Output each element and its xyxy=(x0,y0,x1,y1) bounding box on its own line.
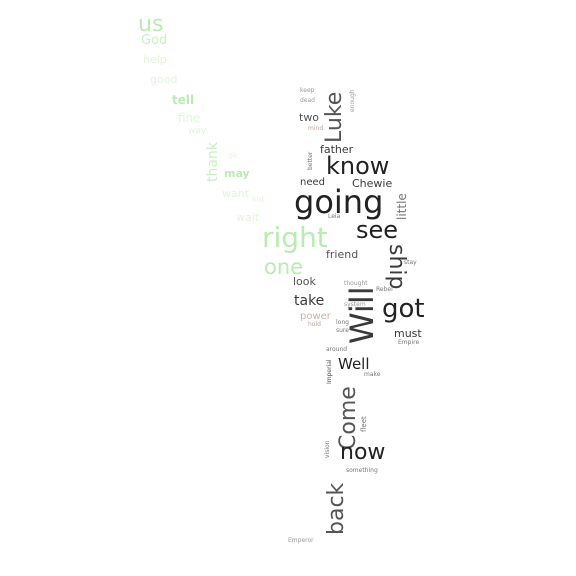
word-will: Will xyxy=(343,286,381,344)
word-going: going xyxy=(294,183,384,221)
word-vision: vision xyxy=(324,440,331,458)
word-imperial: Imperial xyxy=(326,359,333,384)
word-see: see xyxy=(356,216,399,244)
word-make: make xyxy=(364,371,381,378)
word-sure: sure xyxy=(336,327,349,334)
word-kid: kid xyxy=(252,195,264,204)
word-keep: keep xyxy=(300,87,315,94)
word-got: got xyxy=(382,294,425,324)
word-emperor: Emperor xyxy=(288,537,314,544)
word-long: long xyxy=(336,319,349,326)
word-better: better xyxy=(307,151,314,170)
word-father: father xyxy=(320,143,354,156)
word-must: must xyxy=(394,327,422,340)
word-us: us xyxy=(138,12,164,37)
word-ship: ship xyxy=(384,244,409,290)
word-fleet: fleet xyxy=(360,416,368,432)
word-hold: hold xyxy=(308,321,321,328)
word-thank: thank xyxy=(205,142,221,182)
word-dead: dead xyxy=(300,97,315,104)
word-god: God xyxy=(141,33,168,48)
word-thought: thought xyxy=(344,280,368,287)
word-system: system xyxy=(344,301,366,308)
word-need: need xyxy=(300,177,325,188)
word-may: may xyxy=(224,167,250,180)
word-rebel: Rebel xyxy=(376,286,393,293)
word-something: something xyxy=(346,467,378,474)
word-wait: wait xyxy=(236,211,260,224)
word-two: two xyxy=(299,111,320,124)
word-stay: stay xyxy=(404,259,417,266)
word-friend: friend xyxy=(326,248,359,261)
word-one: one xyxy=(264,255,304,279)
word-fine: fine xyxy=(178,111,201,125)
word-right: right xyxy=(262,221,328,254)
word-mind: mind xyxy=(308,125,324,132)
word-take: take xyxy=(294,293,325,309)
word-look: look xyxy=(293,275,316,288)
word-around: around xyxy=(326,346,348,353)
word-leia: Leia xyxy=(328,213,341,220)
word-want: want xyxy=(222,187,250,200)
word-back: back xyxy=(324,482,349,535)
word-well: Well xyxy=(338,355,370,373)
word-help: help xyxy=(143,53,167,66)
word-good: good xyxy=(150,73,178,86)
word-tell: tell xyxy=(172,93,195,107)
word-enough: enough xyxy=(349,89,356,112)
word-chewie: Chewie xyxy=(352,177,393,190)
word-ok: ok xyxy=(228,151,238,160)
word-way: way xyxy=(188,126,207,136)
word-empire: Empire xyxy=(398,339,420,346)
word-power: power xyxy=(300,311,331,322)
word-luke: Luke xyxy=(322,91,347,143)
word-now: now xyxy=(340,440,386,465)
word-know: know xyxy=(326,152,390,180)
